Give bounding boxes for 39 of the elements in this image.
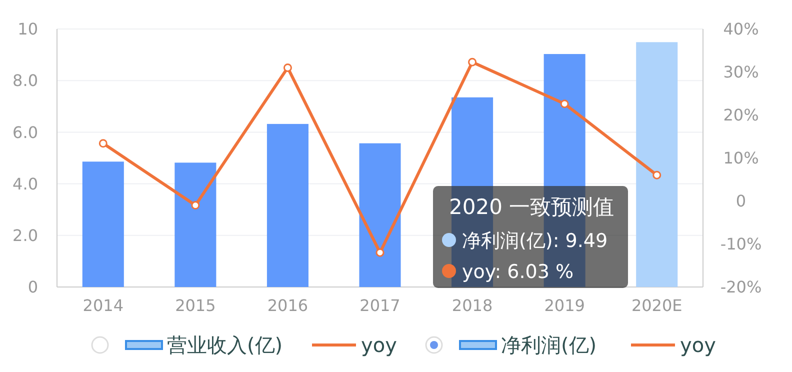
y2-tick-label: -20% xyxy=(720,278,762,297)
x-tick-label: 2016 xyxy=(267,296,308,315)
y-tick-label: 10 xyxy=(18,20,38,39)
point xyxy=(468,58,477,66)
y2-tick-label: 0 xyxy=(736,192,746,211)
text: 净利润(亿) xyxy=(501,333,597,357)
x-tick-label: 2017 xyxy=(360,296,400,315)
bar xyxy=(174,162,216,287)
x-tick-label: 2015 xyxy=(175,296,216,315)
bar xyxy=(636,42,678,287)
y-tick-label: 8.0 xyxy=(12,71,38,90)
y-tick-label: 2.0 xyxy=(12,226,38,245)
y2-tick-label: 30% xyxy=(723,62,759,82)
legend-label: yoy xyxy=(680,333,716,357)
x-tick-label: 2018 xyxy=(452,296,493,315)
bar xyxy=(359,143,401,287)
point xyxy=(376,248,384,257)
point xyxy=(560,100,569,108)
y-tick-label: 0 xyxy=(28,278,38,297)
x-tick-label: 2020E xyxy=(631,296,682,315)
bar xyxy=(82,162,124,287)
y2-tick-label: 40% xyxy=(723,20,759,39)
y-tick-label: 6.0 xyxy=(12,122,38,142)
annotation: 净利润(亿): 9.49 xyxy=(462,230,608,252)
text: 营业收入(亿) xyxy=(167,333,283,357)
y2-tick-label: 10% xyxy=(723,148,759,168)
point xyxy=(191,201,200,210)
annotation: yoy: 6.03 % xyxy=(462,261,574,283)
point xyxy=(283,63,292,72)
y-tick-label: 4.0 xyxy=(12,174,38,194)
text: yoy xyxy=(361,333,398,357)
bar xyxy=(266,124,308,287)
y2-tick-label: -10% xyxy=(720,234,762,254)
x-tick-label: 2014 xyxy=(82,296,124,315)
annotation: 2020 一致预测值 xyxy=(449,195,614,219)
y2-tick-label: 20% xyxy=(723,106,759,125)
point xyxy=(652,170,662,180)
point xyxy=(98,139,108,148)
x-tick-label: 2019 xyxy=(544,296,585,315)
